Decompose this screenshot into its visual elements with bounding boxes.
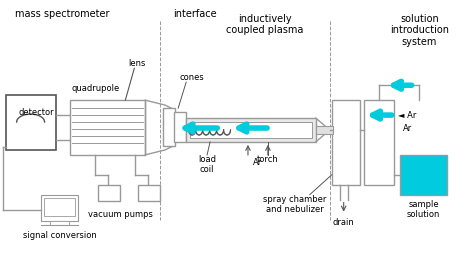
Bar	[316, 126, 333, 134]
Bar	[163, 108, 175, 146]
Text: drain: drain	[333, 217, 355, 227]
Bar	[44, 198, 75, 216]
Text: signal conversion: signal conversion	[23, 232, 96, 240]
Text: quadrupole: quadrupole	[71, 84, 119, 93]
Text: interface: interface	[173, 9, 217, 19]
Text: Ar: Ar	[402, 123, 412, 133]
Bar	[99, 185, 120, 201]
Bar	[6, 95, 55, 150]
Bar	[174, 112, 186, 142]
Text: solution
introduction
system: solution introduction system	[390, 14, 449, 47]
Bar	[332, 100, 360, 185]
Bar	[186, 118, 316, 142]
Text: cones: cones	[180, 73, 204, 82]
Bar	[71, 100, 145, 155]
Text: Ar: Ar	[253, 158, 263, 167]
Text: mass spectrometer: mass spectrometer	[15, 9, 110, 19]
Text: ◄ Ar: ◄ Ar	[398, 111, 416, 120]
Text: load
coil: load coil	[198, 155, 216, 174]
Text: inductively
coupled plasma: inductively coupled plasma	[226, 14, 304, 35]
Bar	[364, 100, 393, 185]
Text: vacuum pumps: vacuum pumps	[88, 210, 153, 218]
Text: detector: detector	[18, 108, 54, 117]
Bar	[138, 185, 160, 201]
Text: spray chamber
and nebulizer: spray chamber and nebulizer	[263, 195, 327, 214]
Text: torch: torch	[257, 155, 279, 164]
Bar	[190, 122, 312, 138]
Bar	[400, 155, 447, 195]
Bar	[41, 195, 79, 221]
Text: lens: lens	[128, 59, 146, 68]
Bar	[50, 221, 70, 226]
Text: sample
solution: sample solution	[407, 200, 440, 219]
